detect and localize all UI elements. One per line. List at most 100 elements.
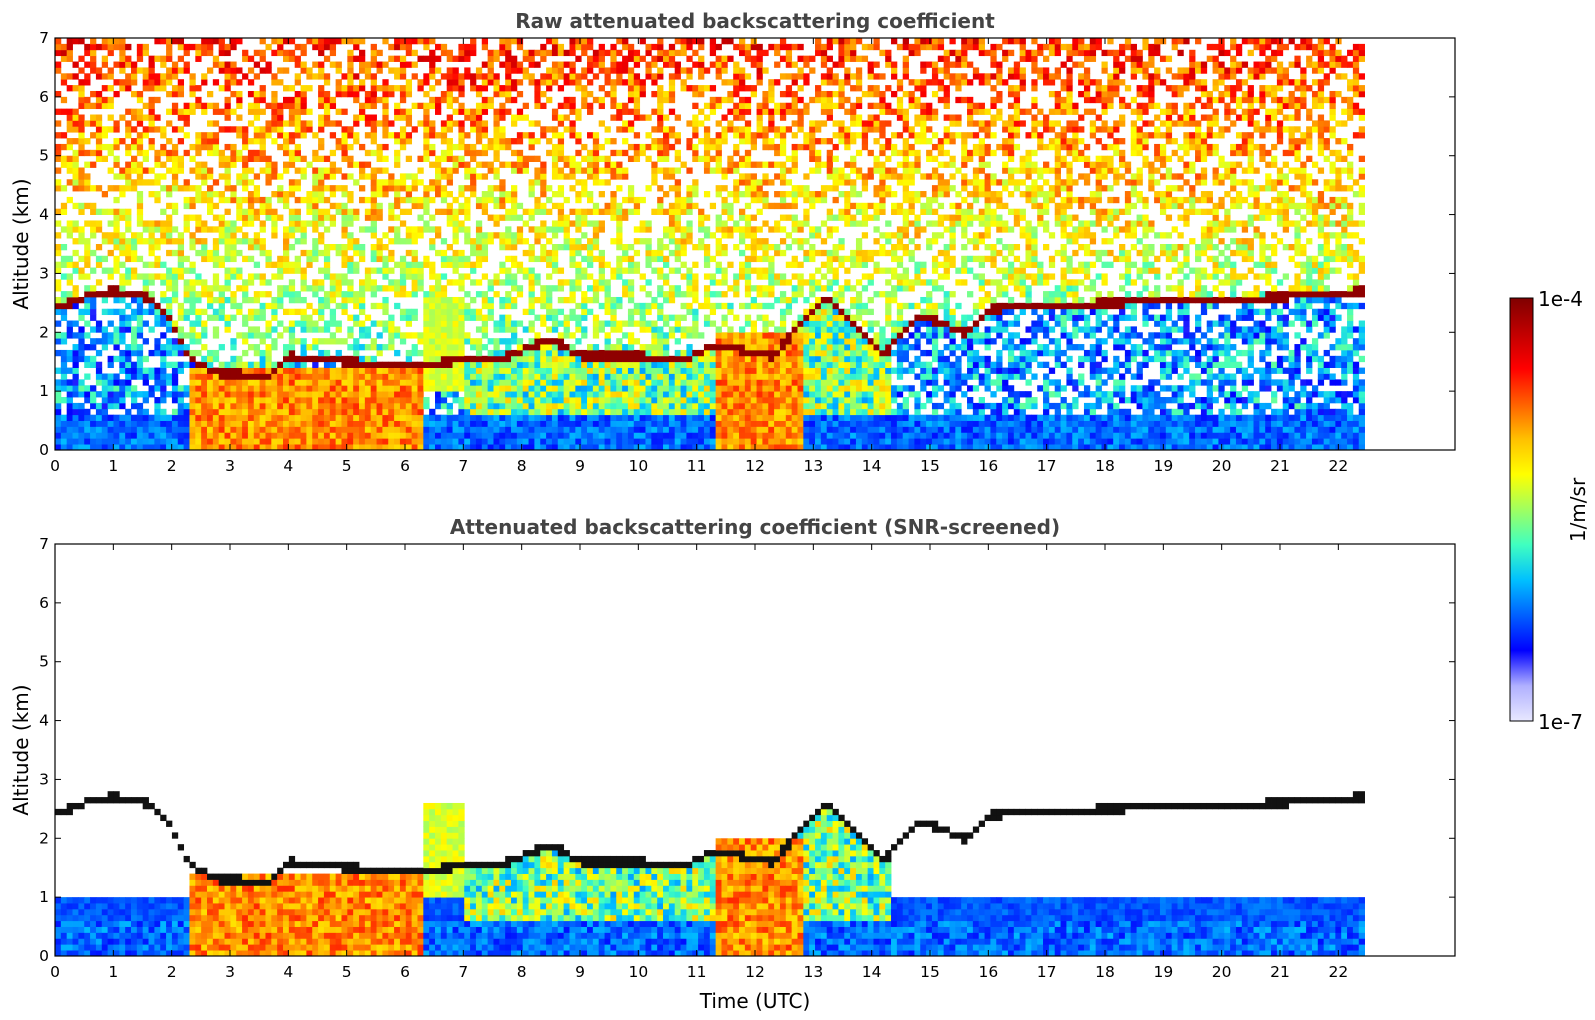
heat-cell: [160, 332, 167, 339]
heat-cell: [66, 196, 73, 204]
heat-cell: [294, 320, 301, 327]
heat-cell: [288, 149, 296, 157]
heat-cell: [271, 385, 278, 392]
heat-cell: [405, 79, 413, 86]
heat-cell: [376, 191, 383, 198]
heat-cell: [300, 308, 307, 316]
heat-cell: [487, 55, 494, 62]
heat-cell: [306, 161, 313, 168]
heat-cell: [207, 138, 214, 145]
heat-cell: [528, 420, 535, 427]
heat-cell: [259, 444, 266, 450]
heat-cell: [633, 90, 641, 98]
heat-cell: [294, 120, 301, 127]
heat-cell: [166, 55, 173, 62]
heat-cell: [113, 444, 120, 450]
heat-cell: [399, 114, 407, 121]
heat-cell: [592, 167, 600, 174]
heat-cell: [370, 414, 377, 421]
heat-cell: [242, 402, 249, 410]
heat-cell: [692, 291, 699, 298]
heat-cell: [551, 373, 559, 380]
heat-cell: [440, 444, 448, 450]
heat-cell: [581, 402, 588, 410]
heat-cell: [423, 132, 430, 139]
heat-cell: [481, 344, 489, 351]
heat-cell: [411, 255, 418, 263]
heat-cell: [458, 108, 465, 115]
heat-cell: [394, 420, 401, 427]
heat-cell: [627, 96, 635, 104]
heat-cell: [160, 432, 167, 439]
heat-cell: [481, 296, 489, 304]
heat-cell: [399, 432, 407, 439]
heat-cell: [481, 196, 489, 204]
heat-cell: [294, 379, 301, 386]
heat-cell: [423, 291, 430, 298]
heat-cell: [592, 61, 600, 68]
heat-cell: [622, 285, 629, 292]
heat-cell: [680, 49, 687, 57]
heat-cell: [101, 255, 109, 263]
heat-cell: [616, 79, 623, 86]
heat-cell: [283, 367, 290, 374]
heat-cell: [335, 432, 342, 439]
heat-cell: [131, 444, 138, 450]
heat-cell: [399, 126, 407, 133]
heat-cell: [616, 385, 623, 392]
heat-cell: [142, 408, 149, 416]
heat-cell: [306, 208, 313, 215]
heat-cell: [300, 132, 307, 139]
heat-cell: [540, 220, 547, 227]
heat-cell: [557, 338, 565, 345]
heat-cell: [657, 391, 664, 398]
heat-cell: [125, 432, 132, 439]
heat-cell: [55, 408, 62, 416]
heat-cell: [399, 85, 407, 92]
heat-cell: [680, 161, 687, 168]
heat-cell: [470, 426, 477, 433]
heat-cell: [288, 232, 296, 239]
heat-cell: [271, 161, 278, 168]
heat-cell: [148, 61, 155, 68]
heat-cell: [680, 402, 687, 410]
heat-cell: [136, 90, 144, 98]
heat-cell: [446, 349, 453, 357]
heat-cell: [598, 85, 605, 92]
heat-cell: [154, 226, 161, 233]
heat-cell: [534, 196, 541, 204]
heat-cell: [265, 102, 272, 110]
heat-cell: [511, 238, 518, 245]
heat-cell: [464, 214, 471, 221]
heat-cell: [452, 208, 459, 215]
heat-cell: [569, 444, 576, 450]
heat-cell: [446, 73, 453, 80]
heat-cell: [458, 55, 465, 62]
heat-cell: [464, 173, 471, 180]
heat-cell: [575, 43, 582, 51]
heat-cell: [95, 338, 103, 345]
heat-cell: [335, 202, 342, 210]
heat-cell: [154, 79, 161, 86]
heat-cell: [440, 126, 448, 133]
heat-cell: [511, 379, 518, 386]
heat-cell: [645, 43, 652, 51]
heat-cell: [440, 326, 448, 333]
heat-cell: [312, 338, 319, 345]
heat-cell: [680, 355, 687, 363]
heat-cell: [493, 220, 500, 227]
heat-cell: [587, 79, 594, 86]
heat-cell: [388, 414, 395, 421]
heat-cell: [581, 96, 588, 104]
heat-cell: [399, 332, 407, 339]
heat-cell: [446, 314, 453, 321]
heat-cell: [288, 408, 296, 416]
heat-cell: [312, 291, 319, 298]
heat-cell: [487, 285, 494, 292]
heat-cell: [446, 326, 453, 333]
heat-cell: [563, 314, 570, 321]
heat-cell: [645, 379, 652, 386]
heat-cell: [230, 385, 237, 392]
heat-cell: [183, 196, 190, 204]
heat-cell: [207, 408, 214, 416]
